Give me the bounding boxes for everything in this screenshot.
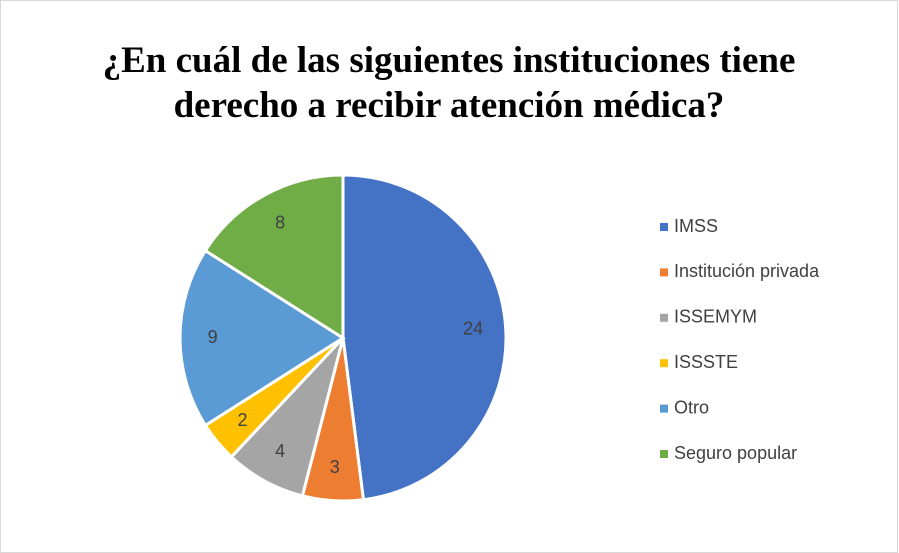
legend-label: ISSSTE (674, 352, 738, 372)
legend-swatch (660, 268, 668, 277)
data-label: 4 (275, 441, 285, 461)
data-label: 24 (463, 319, 483, 339)
pie-slice (341, 173, 508, 502)
legend-label: Otro (674, 397, 709, 417)
legend-label: Institución privada (674, 261, 820, 281)
legend-swatch (660, 313, 668, 322)
data-label: 2 (238, 410, 248, 430)
chart-title: ¿En cuál de las siguientes instituciones… (103, 40, 796, 126)
legend-label: Seguro popular (674, 443, 797, 463)
legend-swatch (660, 223, 668, 231)
data-label: 9 (208, 327, 218, 347)
data-label: 8 (275, 212, 285, 232)
legend-swatch (660, 359, 668, 368)
legend-swatch (660, 450, 668, 458)
pie-slice (178, 248, 346, 428)
data-label: 3 (330, 457, 340, 477)
legend-swatch (660, 404, 668, 413)
pie-slice (203, 173, 345, 341)
legend-label: IMSS (674, 216, 718, 236)
legend-label: ISSEMYM (674, 307, 757, 327)
